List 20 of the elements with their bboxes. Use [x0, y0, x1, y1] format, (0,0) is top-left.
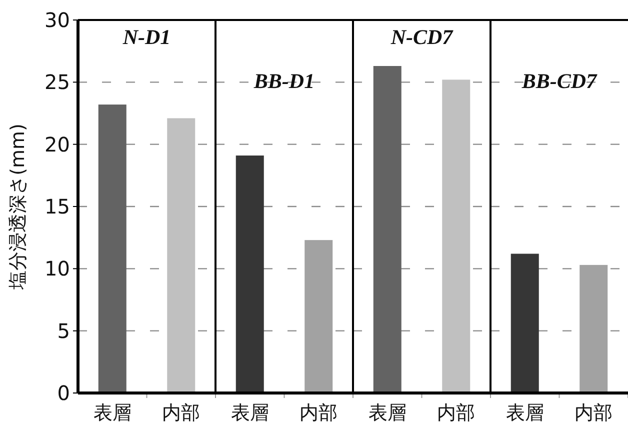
y-axis-title: 塩分浸透深さ(mm): [7, 124, 29, 290]
text: BB-D1: [252, 69, 315, 93]
y-tick-label: 10: [44, 256, 70, 281]
y-tick-label: 15: [44, 194, 70, 218]
chart-title: N-CD7: [390, 25, 454, 49]
y-tick-label: 5: [57, 318, 70, 343]
x-tick-label: 内部: [300, 402, 338, 424]
x-tick-label: 内部: [574, 402, 613, 424]
y-tick-label: 0: [57, 381, 70, 405]
y-tick-label: 20: [44, 132, 70, 156]
y-tick-label: 25: [44, 70, 70, 94]
chart-title: N-D1: [122, 25, 171, 49]
text: BB-CD7: [520, 69, 598, 93]
x-tick-label: 内部: [162, 402, 200, 424]
y-tick-label: 30: [44, 8, 70, 32]
x-tick-label: 表層: [93, 402, 132, 424]
x-tick-label: 内部: [437, 402, 476, 424]
x-tick-label: 表層: [506, 402, 544, 424]
x-tick-label: 表層: [230, 402, 269, 424]
x-tick-label: 表層: [368, 402, 406, 424]
